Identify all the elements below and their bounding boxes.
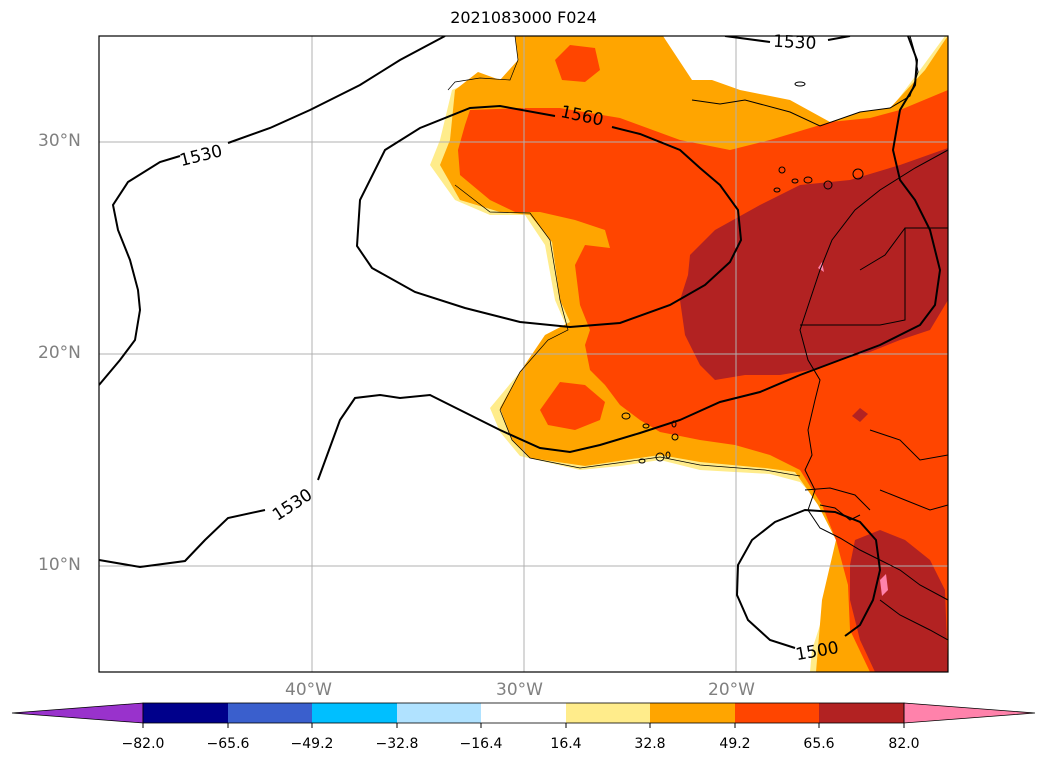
colorbar-bin-6 <box>566 703 650 723</box>
island-5 <box>823 180 833 190</box>
island-11 <box>671 433 679 441</box>
field-blob-65-82 <box>852 408 868 422</box>
island-8 <box>621 412 631 420</box>
contour-1500 <box>735 508 882 649</box>
colorbar-tick-label: −82.0 <box>121 736 165 752</box>
island-12 <box>638 458 646 464</box>
interior-border-2 <box>869 429 948 461</box>
colorbar-bin-3 <box>312 703 397 723</box>
colorbar <box>11 702 1036 728</box>
lon-label-40w: 40°W <box>285 680 332 700</box>
field-blob-49-65 <box>540 382 605 430</box>
field-blob-32-49-north <box>555 45 600 82</box>
field-blob-82-south <box>880 574 888 596</box>
colorbar-bin-2 <box>228 703 312 723</box>
colorbar-tick-label: 16.4 <box>550 736 582 752</box>
colorbar-tick-label: −49.2 <box>290 736 334 752</box>
lat-label-20n: 20°N <box>38 343 81 363</box>
colorbar-extend-low <box>11 702 144 724</box>
colorbar-tick-label: −32.8 <box>375 736 419 752</box>
colorbar-tick-label: −65.6 <box>206 736 250 752</box>
colorbar-bin-1 <box>143 703 228 723</box>
colorbar-tick-label: 32.8 <box>634 736 666 752</box>
lon-label-30w: 30°W <box>496 680 543 700</box>
colorbar-bin-7 <box>650 703 735 723</box>
field-band-65-82 <box>680 148 948 380</box>
mauritania-border <box>800 227 948 326</box>
island-7 <box>773 187 781 193</box>
island-4 <box>803 176 813 184</box>
contour-label-1530-south: 1530 <box>269 485 316 525</box>
contour-1530-north <box>99 36 446 386</box>
interior-border-1 <box>859 227 906 271</box>
contour-1530-south <box>99 36 942 569</box>
contour-1560 <box>355 104 743 329</box>
thin-contour <box>447 36 801 477</box>
lat-label-30n: 30°N <box>38 131 81 151</box>
colorbar-bin-4 <box>397 703 481 723</box>
interior-border-4 <box>879 599 948 641</box>
island-13 <box>655 452 665 462</box>
africa-coast <box>799 149 948 601</box>
colorbar-bin-9 <box>819 703 904 723</box>
colorbar-tick-label: 49.2 <box>719 736 751 752</box>
map-frame <box>98 35 949 673</box>
island-2 <box>778 166 786 174</box>
island-6 <box>852 168 864 180</box>
contour-label-1530-top: 1530 <box>773 32 817 54</box>
colorbar-tick-label: 65.6 <box>803 736 835 752</box>
island-14 <box>665 451 671 459</box>
colorbar-bin-5 <box>481 703 566 723</box>
colorbar-tick-label: −16.4 <box>459 736 503 752</box>
contour-1530-top <box>724 36 851 43</box>
island-3 <box>791 178 799 184</box>
colorbar-tick-label: 82.0 <box>888 736 920 752</box>
interior-border-3 <box>879 489 948 511</box>
senegal-border <box>804 487 871 511</box>
map-title: 2021083000 F024 <box>450 8 597 27</box>
height-contours <box>99 36 942 649</box>
colorbar-extend-high <box>903 702 1036 724</box>
lon-label-20w: 20°W <box>708 680 755 700</box>
contour-label-1530-north: 1530 <box>178 141 225 171</box>
colorbar-frame <box>142 702 905 724</box>
lat-label-10n: 10°N <box>38 555 81 575</box>
island-9 <box>642 423 650 429</box>
island-1 <box>794 81 806 87</box>
colorbar-bin-8 <box>735 703 819 723</box>
